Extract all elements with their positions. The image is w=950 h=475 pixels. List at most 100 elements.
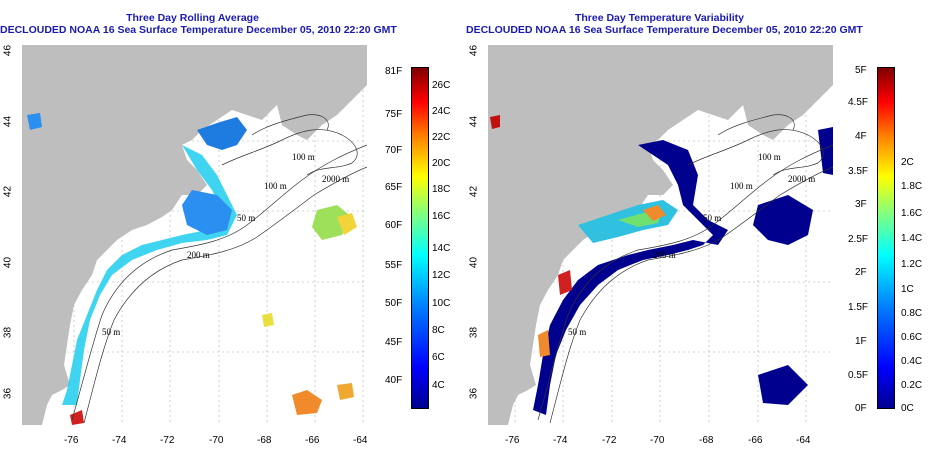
right-title-1: Three Day Temperature Variability: [574, 12, 745, 24]
right-cbar-c: 0.6C: [901, 332, 923, 343]
left-cbar-c: 4C: [432, 380, 445, 391]
right-title-2: DECLOUDED NOAA 16 Sea Surface Temperatur…: [466, 24, 863, 36]
right-contours: [537, 114, 833, 424]
right-xtick: -70: [650, 435, 665, 446]
right-cbar-c: 1.8C: [901, 181, 923, 192]
right-xtick: -66: [748, 435, 763, 446]
left-cbar-c: 14C: [432, 243, 451, 254]
contour-label: 50 m: [568, 327, 586, 337]
left-contour-labels: 100 m 100 m 2000 m 50 m 200 m 50 m: [102, 152, 349, 337]
right-var-orange-2: [538, 330, 550, 357]
left-map-svg: 100 m 100 m 2000 m 50 m 200 m 50 m: [22, 45, 367, 425]
left-sst-blue: [197, 117, 247, 150]
right-cbar-c: 0C: [901, 403, 914, 414]
left-sst-blue-small: [27, 113, 42, 130]
right-var-red: [558, 270, 572, 295]
left-ytick: 42: [2, 185, 14, 198]
left-sst-blue-2: [182, 190, 232, 235]
right-cbar-f: 4.5F: [848, 97, 869, 108]
left-cbar-f: 50F: [385, 298, 403, 309]
right-cbar-f: 5F: [855, 65, 867, 76]
right-land-ns: [743, 60, 833, 140]
right-map-svg: 100 m 100 m 2000 m 50 m 200 m 50 m: [488, 45, 833, 425]
right-colorbar: [877, 67, 895, 409]
right-xtick: -74: [553, 435, 568, 446]
left-xtick: -74: [112, 435, 127, 446]
right-cbar-c: 0.4C: [901, 356, 923, 367]
right-var-navy-2: [753, 195, 813, 245]
right-var-orange: [643, 205, 666, 221]
right-ytick: 44: [468, 115, 480, 128]
left-sst-orange-2: [337, 383, 354, 400]
right-ytick: 46: [468, 44, 480, 57]
left-cbar-f: 81F: [385, 66, 403, 77]
contour-label: 100 m: [264, 181, 287, 191]
left-cbar-c: 16C: [432, 211, 451, 222]
right-ytick: 42: [468, 185, 480, 198]
right-cbar-c: 1.4C: [901, 233, 923, 244]
right-xtick: -76: [505, 435, 520, 446]
left-ytick: 40: [2, 256, 14, 269]
left-sst-yellow-2: [262, 313, 274, 327]
right-cbar-f: 2.5F: [848, 234, 869, 245]
left-xtick: -76: [64, 435, 79, 446]
left-sst-yellow: [337, 213, 357, 235]
left-cbar-c: 12C: [432, 270, 451, 281]
right-cbar-f: 3F: [855, 199, 867, 210]
right-var-red-small: [490, 115, 500, 129]
left-sst-orange-1: [292, 390, 322, 415]
left-map: 100 m 100 m 2000 m 50 m 200 m 50 m: [22, 45, 367, 425]
left-xtick: -66: [305, 435, 320, 446]
left-cbar-c: 20C: [432, 158, 451, 169]
left-contours: [71, 114, 367, 424]
right-cbar-f: 1.5F: [848, 302, 869, 313]
left-ytick: 46: [2, 44, 14, 57]
right-cbar-f: 1F: [855, 336, 867, 347]
contour-label: 50 m: [237, 213, 255, 223]
left-xtick: -68: [257, 435, 272, 446]
right-ytick: 38: [468, 326, 480, 339]
right-cbar-c: 1.2C: [901, 259, 923, 270]
left-ytick: 38: [2, 326, 14, 339]
left-xtick: -64: [353, 435, 368, 446]
left-sst-coastal: [62, 145, 237, 405]
right-land: [488, 45, 833, 425]
left-cbar-f: 55F: [385, 260, 403, 271]
left-cbar-f: 45F: [385, 337, 403, 348]
right-var-navy-sw: [758, 365, 808, 405]
contour-label: 50 m: [703, 213, 721, 223]
left-cbar-c: 26C: [432, 80, 451, 91]
left-xtick: -70: [209, 435, 224, 446]
left-cbar-f: 70F: [385, 145, 403, 156]
left-land: [22, 45, 367, 425]
left-sst-red: [70, 410, 84, 425]
right-cbar-f: 3.5F: [848, 166, 869, 177]
contour-label: 100 m: [292, 152, 315, 162]
left-cbar-f: 65F: [385, 182, 403, 193]
right-var-navy-3: [818, 127, 833, 175]
right-xtick: -68: [699, 435, 714, 446]
left-ytick: 36: [2, 387, 14, 400]
contour-label: 200 m: [187, 250, 210, 260]
left-cbar-f: 75F: [385, 109, 403, 120]
right-cbar-c: 0.8C: [901, 308, 923, 319]
left-land-ns: [277, 60, 367, 140]
contour-label: 200 m: [653, 250, 676, 260]
left-cbar-c: 24C: [432, 106, 451, 117]
left-cbar-c: 6C: [432, 352, 445, 363]
right-ytick: 40: [468, 256, 480, 269]
right-contour-labels: 100 m 100 m 2000 m 50 m 200 m 50 m: [568, 152, 815, 337]
right-xtick: -72: [602, 435, 617, 446]
left-cbar-c: 8C: [432, 325, 445, 336]
contour-label: 100 m: [758, 152, 781, 162]
right-cbar-f: 0F: [855, 403, 867, 414]
right-cbar-f: 0.5F: [848, 370, 869, 381]
left-cbar-f: 60F: [385, 220, 403, 231]
contour-label: 2000 m: [322, 174, 349, 184]
left-title-2: DECLOUDED NOAA 16 Sea Surface Temperatur…: [0, 24, 397, 36]
left-title-1: Three Day Rolling Average: [126, 12, 259, 24]
left-cbar-c: 18C: [432, 184, 451, 195]
contour-label: 100 m: [730, 181, 753, 191]
right-cbar-c: 2C: [901, 157, 914, 168]
right-ytick: 36: [468, 387, 480, 400]
